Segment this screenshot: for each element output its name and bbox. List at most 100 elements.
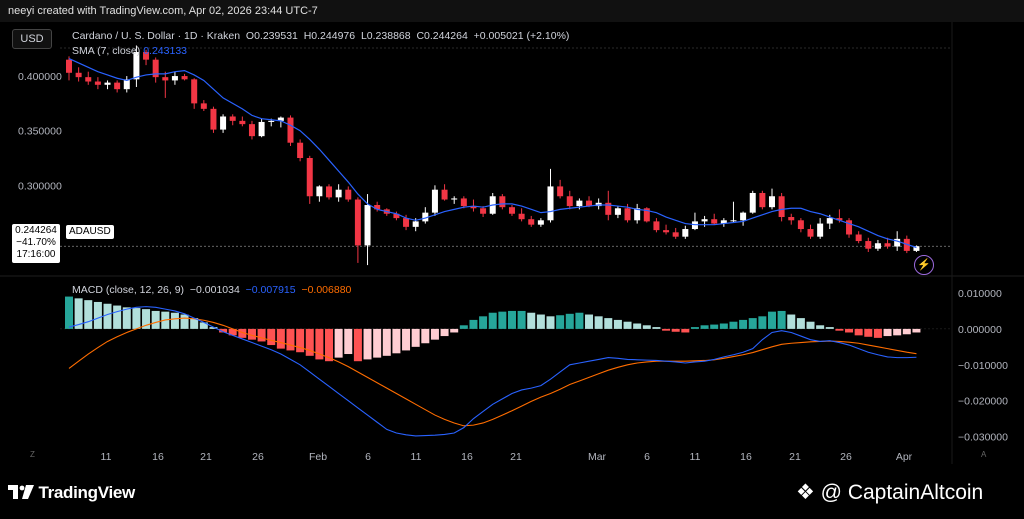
macd-histogram-bar [845,328,854,333]
time-tick-label: 21 [200,451,212,463]
candle-body [537,220,544,225]
candle-body [85,77,92,82]
macd-histogram-bar [122,307,131,329]
sma-label: SMA (7, close) [72,45,141,57]
open-value: O0.239531 [245,30,298,42]
candle-body [566,196,573,207]
candle-body [682,229,689,237]
candle-body [200,103,207,109]
macd-histogram-bar [459,325,468,329]
close-value: C0.244264 [416,30,468,42]
candle-body [643,208,650,222]
candle-body [913,246,920,251]
chart-area[interactable] [0,22,1024,464]
candle-body [239,120,246,125]
candle-body [364,204,371,246]
macd-histogram-bar [257,328,266,342]
footer [0,464,1024,519]
macd-histogram-bar [575,312,584,329]
macd-histogram-bar [700,325,709,329]
currency-button[interactable]: USD [12,29,52,49]
macd-histogram-bar [93,301,102,329]
macd-histogram-bar [498,311,507,329]
macd-histogram-bar [286,328,295,351]
candle-body [287,117,294,143]
candle-body [480,208,487,214]
lightning-icon[interactable]: ⚡ [914,255,934,275]
candle-body [653,221,660,231]
time-tick-label: 11 [101,451,112,463]
candle-body [547,186,554,221]
zoom-reset-button[interactable]: Z [30,450,35,459]
candle-body [836,218,843,221]
candle-body [576,200,583,207]
macd-histogram-bar [777,310,786,329]
watermark-text: @ CaptainAltcoin [820,481,984,504]
macd-histogram-bar [652,327,661,329]
candle-body [422,212,429,222]
macd-histogram-bar [767,311,776,329]
macd-histogram-bar [334,328,343,358]
time-tick-label: 16 [740,451,752,463]
macd-histogram-bar [604,318,613,329]
time-tick-label: 21 [510,451,522,463]
candle-body [508,207,515,214]
macd-histogram-value: −0.001034 [189,284,240,296]
candle-body [586,200,593,207]
candle-body [354,199,361,246]
macd-histogram-bar [103,303,112,329]
candle-body [94,81,101,85]
candle-body [807,229,814,237]
macd-tick-label: −0.020000 [958,396,1008,408]
macd-histogram-bar [84,300,93,329]
candle-body [306,158,313,197]
candle-body [133,52,140,80]
tradingview-wordmark: TradingView [38,483,135,502]
macd-histogram-bar [546,316,555,329]
candle-body [711,219,718,224]
macd-histogram-bar [710,324,719,329]
macd-histogram-bar [151,310,160,329]
macd-tick-label: 0.000000 [958,324,1002,336]
candle-body [316,186,323,197]
sma-legend[interactable]: SMA (7, close) 0.243133 [72,45,187,57]
macd-histogram-bar [912,328,921,333]
macd-histogram-bar [488,312,497,329]
macd-histogram-bar [411,328,420,347]
macd-line-value: −0.007915 [245,284,296,296]
macd-legend[interactable]: MACD (close, 12, 26, 9) −0.001034 −0.007… [72,284,351,296]
macd-histogram-bar [748,318,757,329]
candle-body [210,108,217,130]
candle-body [768,196,775,208]
candle-body [894,238,901,247]
macd-histogram-bar [267,328,276,346]
candle-body [393,213,400,219]
macd-histogram-bar [729,321,738,329]
macd-histogram-bar [228,328,237,336]
macd-histogram-bar [199,322,208,329]
attribution-bar: neeyi created with TradingView.com, Apr … [0,0,1024,22]
macd-histogram-bar [305,328,314,356]
macd-histogram-bar [190,318,199,329]
macd-histogram-bar [758,316,767,329]
candle-body [326,186,333,198]
last-price-tag: 0.244264 −41.70% 17:16:00 [12,224,60,263]
macd-histogram-bar [613,319,622,329]
time-tick-label: 6 [644,451,650,463]
macd-histogram-bar [585,314,594,329]
macd-histogram-bar [219,328,228,333]
candle-body [817,223,824,237]
last-price-value: 0.244264 [15,225,57,236]
macd-histogram-bar [209,327,218,329]
macd-histogram-bar [825,327,834,329]
candle-body [634,208,641,221]
macd-histogram-bar [536,314,545,329]
macd-histogram-bar [315,328,324,360]
last-price-change: −41.70% [16,237,56,248]
candle-body [749,192,756,213]
candle-body [672,232,679,237]
auto-scale-button[interactable]: A [981,450,987,459]
macd-histogram-bar [325,328,334,362]
candle-body [191,79,198,104]
